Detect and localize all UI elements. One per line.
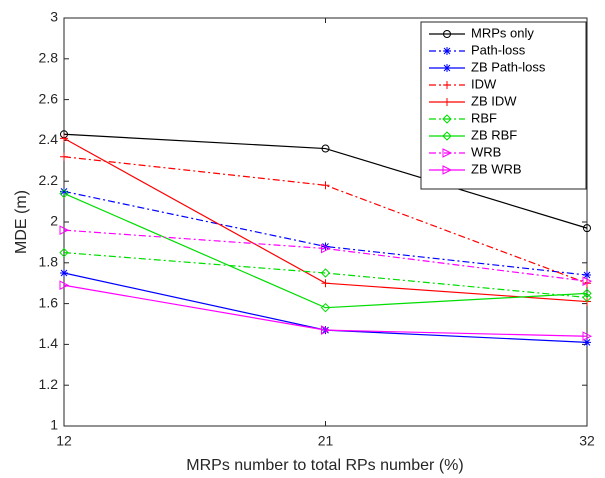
legend-label: Path-loss — [471, 42, 526, 57]
marker — [320, 302, 331, 313]
marker — [583, 338, 591, 347]
legend-marker — [443, 98, 451, 106]
marker — [582, 288, 592, 299]
marker — [59, 188, 69, 199]
y-tick-label: 1.8 — [39, 254, 59, 270]
marker — [59, 225, 70, 235]
legend-label: IDW — [471, 76, 497, 91]
series-line — [63, 133, 588, 229]
series-line — [63, 229, 588, 282]
y-tick-label: 3 — [50, 9, 58, 25]
y-tick-label: 1.6 — [39, 294, 59, 310]
legend-marker — [442, 131, 452, 141]
legend-marker — [442, 114, 452, 124]
marker — [60, 152, 68, 161]
legend-label: MRPs only — [471, 25, 534, 40]
y-tick-label: 1.2 — [39, 376, 59, 392]
marker — [582, 331, 593, 342]
marker — [583, 271, 591, 280]
x-tick-label: 32 — [579, 433, 595, 449]
y-tick-label: 2.6 — [39, 90, 59, 106]
y-tick-label: 2.4 — [39, 131, 59, 147]
marker — [60, 269, 68, 277]
x-tick-label: 21 — [318, 433, 334, 449]
y-tick-label: 1 — [50, 417, 58, 433]
series-line — [63, 284, 588, 337]
series-line — [63, 252, 588, 299]
marker — [321, 279, 330, 288]
legend-label: ZB Path-loss — [471, 59, 546, 74]
legend-marker — [443, 47, 451, 55]
marker — [320, 268, 331, 278]
legend-marker — [442, 165, 453, 175]
marker — [321, 243, 331, 254]
legend: MRPs only Path-loss ZB Path-loss IDW ZB IDW R… — [420, 21, 587, 190]
legend-marker — [442, 148, 453, 158]
series-line — [63, 192, 588, 309]
y-tick-label: 2 — [50, 213, 58, 229]
legend-label: ZB WRB — [471, 161, 522, 176]
y-tick-label: 2.8 — [39, 50, 59, 66]
marker — [59, 247, 69, 258]
legend-marker — [443, 64, 451, 72]
marker — [60, 134, 68, 143]
legend-label: RBF — [471, 110, 497, 125]
legend-marker — [443, 81, 451, 89]
marker — [321, 181, 330, 190]
legend-label: ZB IDW — [471, 93, 517, 108]
legend-label: WRB — [471, 144, 501, 159]
y-tick-label: 2.2 — [39, 172, 59, 188]
y-axis-label: MDE (m) — [13, 190, 30, 254]
marker — [582, 292, 592, 303]
legend-label: ZB RBF — [471, 127, 517, 142]
x-axis-label: MRPs number to total RPs number (%) — [186, 457, 463, 474]
marker — [582, 276, 593, 286]
marker — [60, 187, 68, 196]
marker — [321, 325, 331, 335]
y-tick-label: 1.4 — [39, 335, 59, 351]
marker — [59, 280, 70, 291]
marker — [583, 224, 591, 233]
x-tick-label: 12 — [56, 433, 72, 449]
legend-marker — [443, 30, 451, 38]
marker — [321, 144, 330, 153]
